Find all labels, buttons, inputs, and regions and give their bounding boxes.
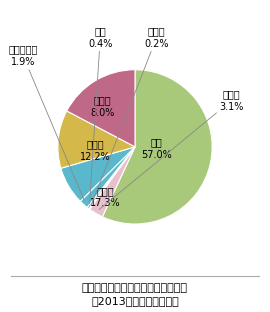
Text: 電車
57.0%: 電車 57.0% (141, 137, 172, 160)
Wedge shape (61, 147, 135, 201)
Text: 道路上
8.0%: 道路上 8.0% (90, 95, 115, 118)
Text: 迷惑防止条例違反の場所別発生状況
（2013年　警視庁調べ）: 迷惑防止条例違反の場所別発生状況 （2013年 警視庁調べ） (82, 283, 188, 306)
Text: その他
3.1%: その他 3.1% (99, 89, 244, 210)
Text: 公衆便所等
1.9%: 公衆便所等 1.9% (8, 45, 84, 200)
Wedge shape (87, 147, 135, 209)
Wedge shape (58, 111, 135, 168)
Text: バス
0.4%: バス 0.4% (88, 26, 113, 203)
Text: 駅構内
17.3%: 駅構内 17.3% (90, 186, 121, 208)
Wedge shape (67, 70, 135, 147)
Wedge shape (102, 70, 212, 224)
Wedge shape (80, 147, 135, 207)
Wedge shape (89, 147, 135, 209)
Text: 店舗内
12.2%: 店舗内 12.2% (79, 139, 110, 162)
Text: 映画館
0.2%: 映画館 0.2% (92, 26, 169, 204)
Wedge shape (89, 147, 135, 217)
